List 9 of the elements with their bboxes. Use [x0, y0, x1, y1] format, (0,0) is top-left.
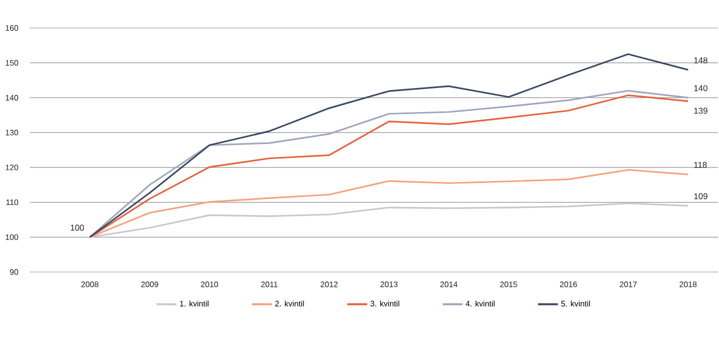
data-label: 109 [694, 193, 708, 200]
data-label: 139 [694, 108, 708, 114]
data-label: 118 [694, 162, 707, 168]
data-label: 100 [70, 224, 84, 231]
data-label: 140 [694, 85, 708, 92]
line-series [89, 169, 689, 238]
line-series [89, 202, 689, 238]
line-series [89, 53, 689, 238]
data-label: 148 [694, 57, 708, 64]
